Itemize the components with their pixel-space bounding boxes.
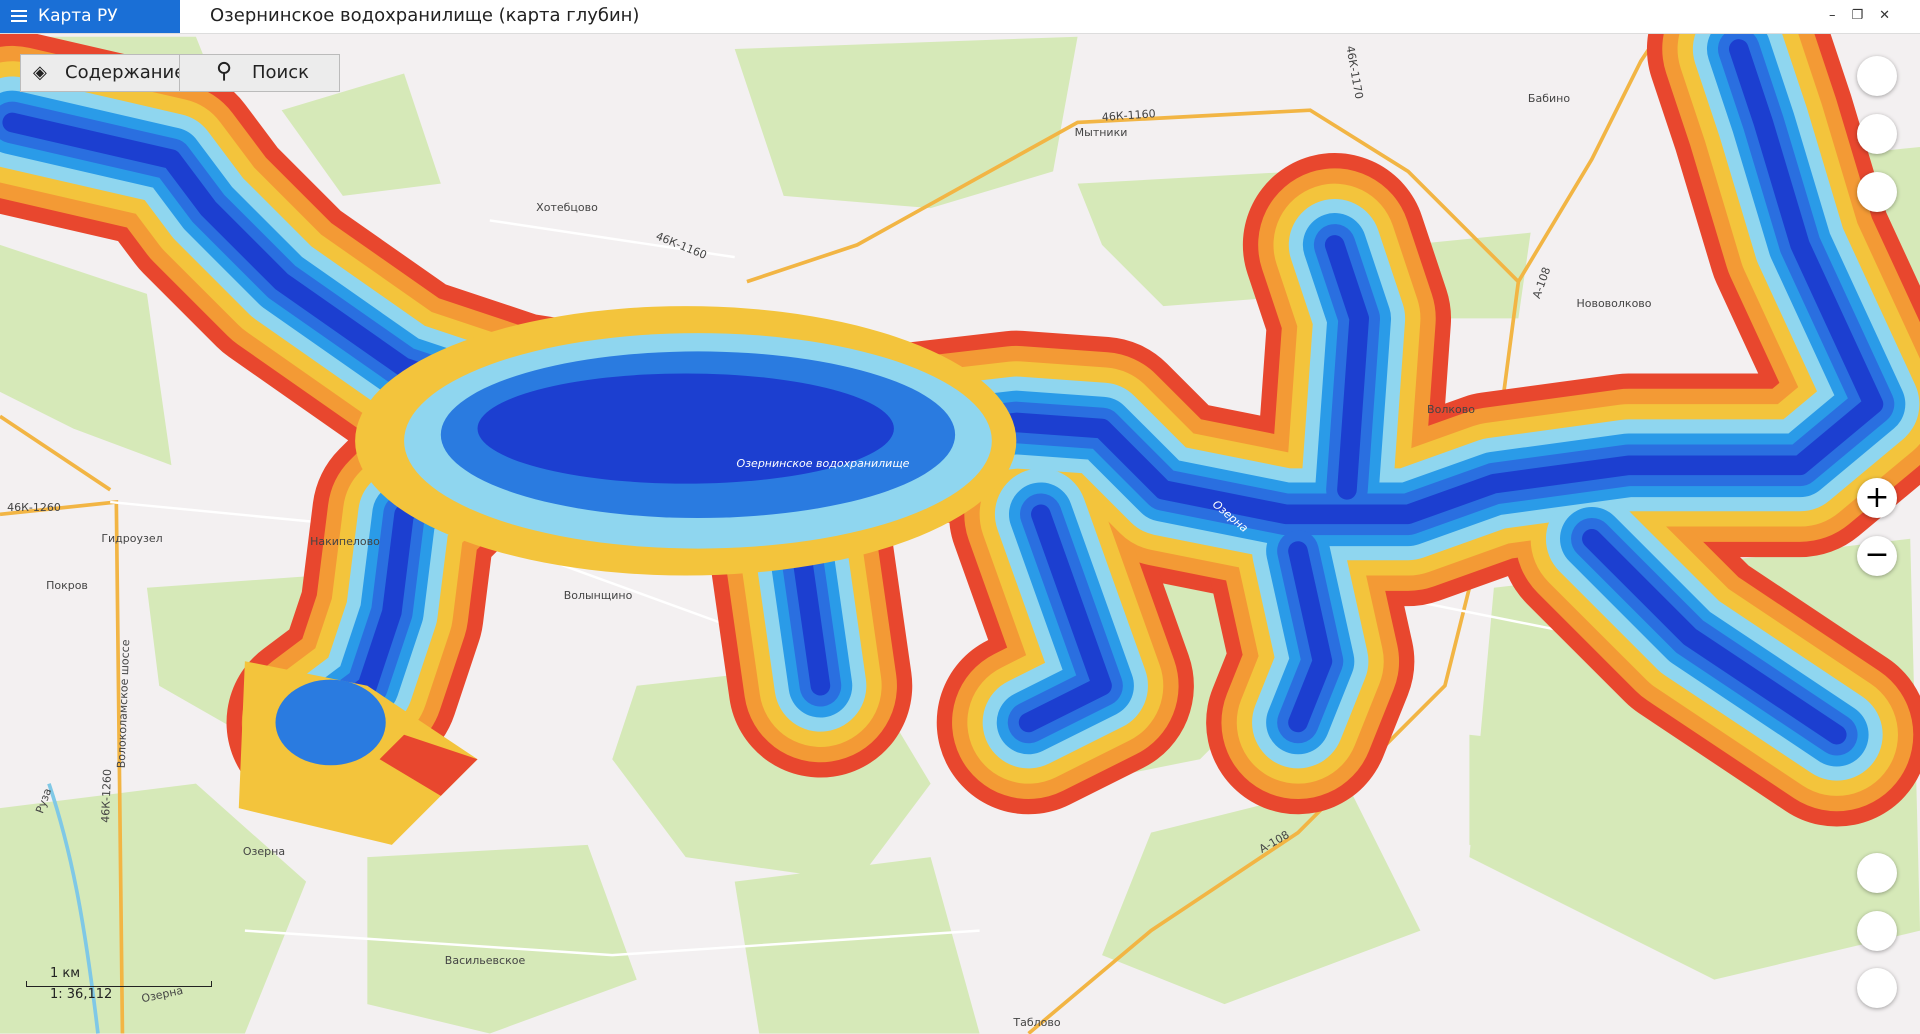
place-label: Хотебцово — [536, 201, 598, 214]
depth-map — [0, 34, 1920, 827]
place-label: Озерна — [243, 845, 285, 858]
search-label: Поиск — [252, 62, 310, 83]
place-label: Таблово — [1012, 1016, 1060, 1029]
place-label: Озернинское водохранилище — [737, 457, 910, 470]
lake-body — [275, 679, 386, 766]
place-label: Гидроузел — [101, 532, 162, 545]
app-title: Карта РУ — [38, 6, 118, 26]
scale-bar: 1 км 1: 36,112 — [26, 966, 212, 1002]
scale-distance: 1 км — [50, 966, 81, 981]
home-button[interactable] — [1857, 911, 1897, 951]
zoom-out[interactable]: − — [1857, 536, 1897, 576]
river — [47, 783, 100, 1034]
locate-button[interactable] — [1857, 968, 1897, 1008]
contents-label: Содержание — [65, 62, 186, 83]
place-label: Волоколамское шоссе — [115, 639, 132, 768]
map[interactable]: Хотебцово46К-1160Мытники46К-116046К-1170… — [0, 34, 1920, 1034]
scale-ratio: 1: 36,112 — [50, 987, 113, 1002]
place-label: Нововолково — [1576, 297, 1651, 310]
window-title: Озернинское водохранилище (карта глубин) — [210, 5, 640, 26]
bay — [379, 734, 478, 796]
place-label: 46К-1260 — [99, 769, 114, 823]
zoom-in[interactable]: + — [1857, 478, 1897, 518]
lake-body — [477, 373, 894, 484]
place-label: Мытники — [1075, 126, 1128, 139]
title-bar: Карта РУ Озернинское водохранилище (карт… — [0, 0, 1920, 34]
place-label: Волково — [1427, 403, 1475, 416]
menu-button[interactable]: Карта РУ — [0, 0, 180, 33]
window-controls[interactable]: –❐✕ — [1828, 8, 1906, 23]
place-label: Покров — [46, 579, 88, 592]
location-button[interactable] — [1857, 114, 1897, 154]
place-label: Накипелово — [310, 535, 380, 548]
place-label: 46К-1160 — [1101, 107, 1156, 124]
print-button[interactable] — [1857, 172, 1897, 212]
contents-button[interactable]: Содержание ◈ — [20, 54, 185, 92]
ruler-button[interactable] — [1857, 56, 1897, 96]
place-label: А-108 — [1530, 265, 1553, 300]
bookmark-button[interactable] — [1857, 853, 1897, 893]
place-label: 46К-1170 — [1343, 45, 1365, 100]
place-label: Бабино — [1528, 92, 1570, 105]
place-label: Васильевское — [445, 954, 526, 967]
place-label: Волынщино — [564, 589, 633, 602]
place-label: 46К-1260 — [7, 501, 61, 514]
search-button[interactable]: Поиск ⚲ — [179, 54, 340, 92]
